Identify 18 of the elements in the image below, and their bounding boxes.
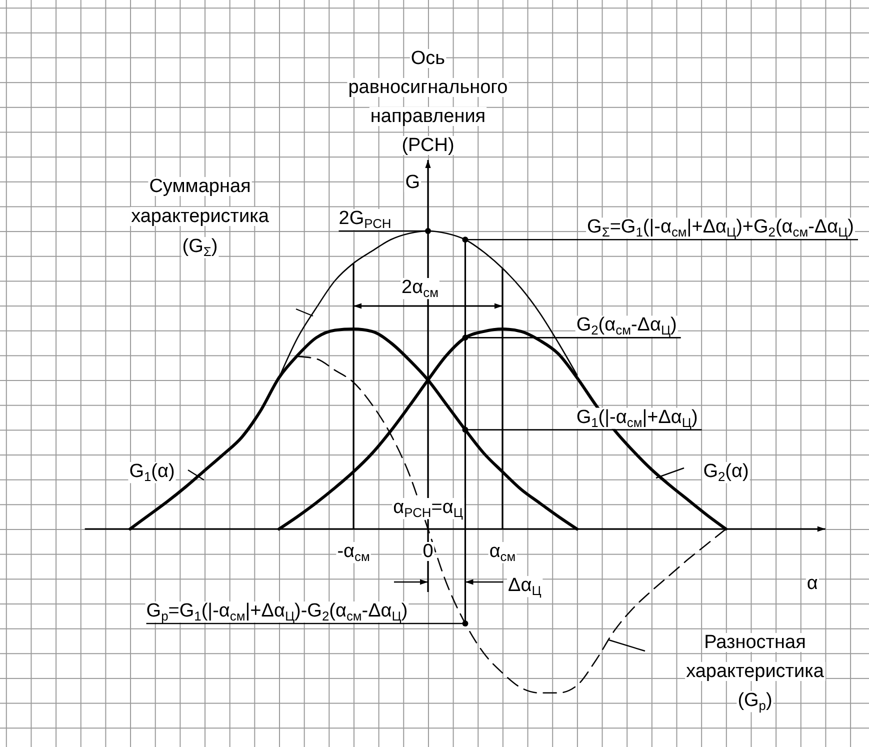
annotation: Разностная характеристика (G$_{р}$) — [686, 632, 824, 714]
text: G$_{Σ}$=G$_{1}$(|-α$_{см}$|+Δα$_{Ц}$)+G$_{2}$(α$_{см}$-Δα$_{Ц}$) — [587, 216, 854, 240]
x-axis-title: α — [806, 573, 818, 594]
x-tick-label: -α$_{см}$ — [337, 541, 370, 564]
annotation: 2G$_{РСН}$ — [338, 208, 392, 232]
annotation: Δα$_{Ц}$ — [508, 575, 542, 598]
y-axis-title: G — [405, 172, 420, 193]
legend-label: G$_{2}$(α) — [703, 461, 749, 484]
x-tick-label: α$_{см}$ — [489, 541, 516, 564]
x-tick-label: 0 — [422, 541, 434, 562]
annotation: α$_{РСН}$=α$_{Ц}$ — [393, 497, 464, 520]
series-label: G$_{1}$(α) — [129, 461, 175, 484]
annotation: G$_{1}$(|-α$_{см}$|+Δα$_{Ц}$) — [576, 406, 698, 430]
annotation: 2α$_{см}$ — [402, 277, 438, 300]
annotation: G$_{2}$(α$_{см}$-Δα$_{Ц}$) — [576, 314, 677, 338]
annotation: Суммарная характеристика (G$_{Σ}$) — [131, 176, 270, 260]
text: G$_{р}$=G$_{1}$(|-α$_{см}$|+Δα$_{Ц}$)-G$_{2}$(α$_{см}$-Δα$_{Ц}$) — [146, 600, 408, 624]
text: Ось равносигнального направления (РСН) — [348, 48, 508, 156]
